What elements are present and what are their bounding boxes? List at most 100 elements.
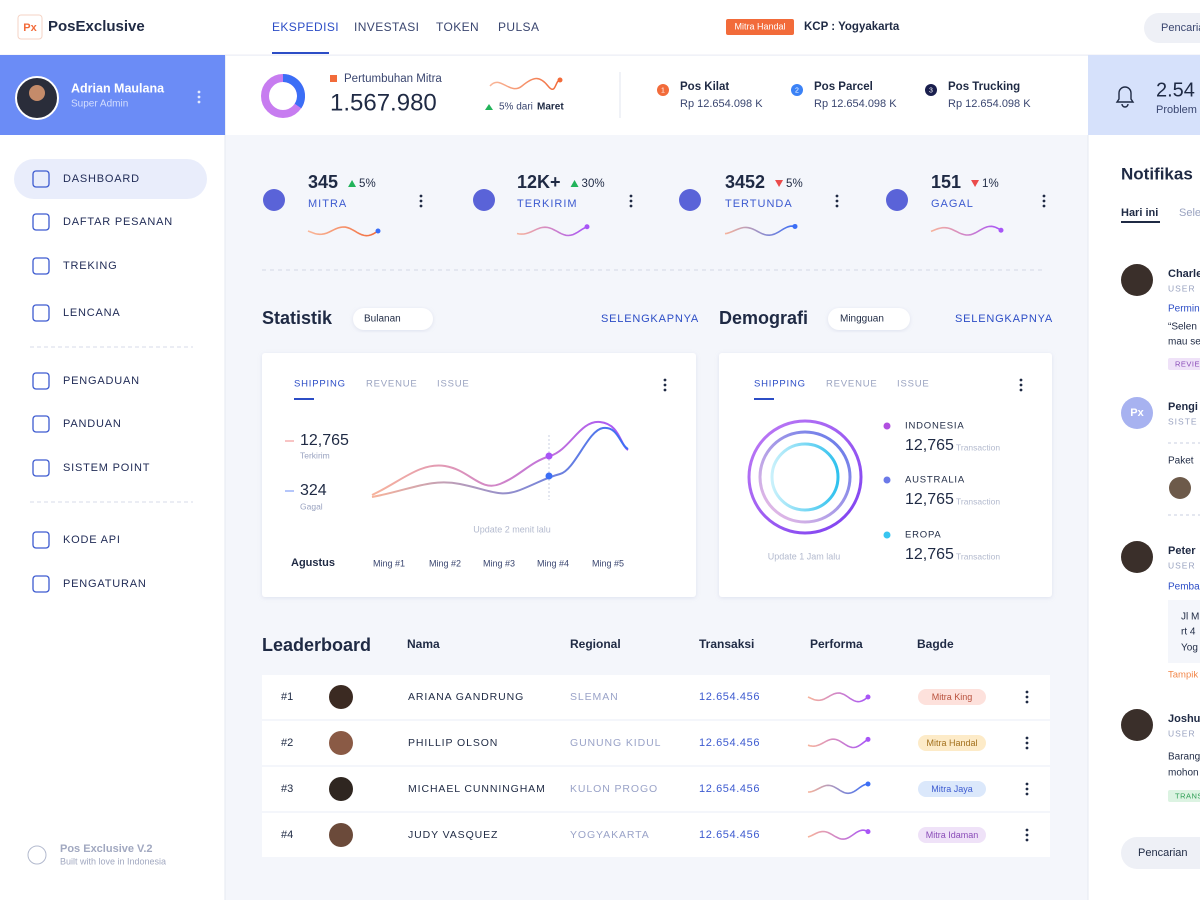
- region-name: AUSTRALIA: [905, 475, 965, 486]
- sparkline: [807, 692, 869, 703]
- tab[interactable]: ISSUE: [437, 379, 470, 390]
- menu-item[interactable]: PENGATURAN: [63, 578, 147, 590]
- more-button[interactable]: [1025, 787, 1029, 791]
- more-button[interactable]: [1025, 828, 1029, 832]
- summary-period: Maret: [537, 102, 564, 113]
- more-button[interactable]: [1025, 690, 1029, 694]
- alert-value: 2.54: [1156, 79, 1195, 101]
- nav-item[interactable]: EKSPEDISI: [272, 20, 339, 34]
- stat-icon: [473, 189, 495, 211]
- more-button[interactable]: [1025, 838, 1029, 842]
- link[interactable]: Tampik: [1168, 670, 1198, 681]
- sparkline-dot: [375, 228, 381, 234]
- update-note: Update 2 menit lalu: [473, 524, 551, 534]
- menu-item[interactable]: PANDUAN: [63, 418, 122, 430]
- column-header: Nama: [407, 637, 440, 651]
- tab[interactable]: REVENUE: [826, 379, 878, 390]
- more-button[interactable]: [1042, 204, 1046, 208]
- region-value: 12,765: [905, 491, 954, 508]
- search-placeholder[interactable]: Pencaria: [1161, 22, 1200, 34]
- sparkline-dot: [792, 223, 798, 229]
- more-button[interactable]: [1042, 194, 1046, 198]
- menu-icon: [32, 459, 50, 477]
- tab[interactable]: REVENUE: [366, 379, 418, 390]
- sparkline: [807, 783, 869, 795]
- legend-label: Gagal: [300, 501, 323, 511]
- more-button[interactable]: [419, 204, 423, 208]
- more-button[interactable]: [1042, 199, 1046, 203]
- more-button[interactable]: [1019, 383, 1023, 387]
- badge-bg: [726, 19, 794, 35]
- more-button[interactable]: [663, 383, 667, 387]
- more-button[interactable]: [419, 199, 423, 203]
- menu-item[interactable]: DAFTAR PESANAN: [63, 216, 173, 228]
- more-button[interactable]: [663, 378, 667, 382]
- stat-icon: [679, 189, 701, 211]
- notification-name: Joshu: [1168, 713, 1200, 725]
- more-link[interactable]: SELENGKAPNYA: [955, 313, 1053, 325]
- avatar: [329, 731, 353, 755]
- tab[interactable]: SHIPPING: [294, 379, 346, 390]
- more-button[interactable]: [1025, 700, 1029, 704]
- region: SLEMAN: [570, 691, 619, 703]
- topbar: [0, 0, 1200, 55]
- legend-value: 324: [300, 482, 327, 499]
- more-link[interactable]: SELENGKAPNYA: [601, 313, 699, 325]
- filter-dropdown[interactable]: [353, 308, 433, 330]
- bell-icon[interactable]: [1115, 86, 1135, 108]
- search-box[interactable]: [1121, 837, 1200, 869]
- filter-label[interactable]: Bulanan: [364, 314, 401, 325]
- more-button[interactable]: [1025, 833, 1029, 837]
- more-button[interactable]: [197, 95, 201, 99]
- more-button[interactable]: [629, 199, 633, 203]
- profile-name: Adrian Maulana: [71, 81, 165, 95]
- tab[interactable]: SHIPPING: [754, 379, 806, 390]
- filter-dropdown[interactable]: [828, 308, 910, 330]
- more-button[interactable]: [629, 204, 633, 208]
- more-button[interactable]: [1025, 736, 1029, 740]
- menu-item[interactable]: SISTEM POINT: [63, 462, 150, 474]
- menu-icon: [32, 372, 50, 390]
- filter-label[interactable]: Mingguan: [840, 314, 884, 325]
- menu-item[interactable]: PENGADUAN: [63, 375, 140, 387]
- nav-item[interactable]: PULSA: [498, 20, 539, 34]
- amount: 12.654.456: [699, 829, 760, 841]
- more-button[interactable]: [1025, 741, 1029, 745]
- more-button[interactable]: [663, 388, 667, 392]
- more-button[interactable]: [197, 90, 201, 94]
- stat-change: 5%: [786, 178, 803, 190]
- more-button[interactable]: [1025, 782, 1029, 786]
- menu-item[interactable]: LENCANA: [63, 307, 121, 319]
- column-header: Transaksi: [699, 637, 754, 651]
- nav-item[interactable]: TOKEN: [436, 20, 479, 34]
- more-button[interactable]: [1019, 378, 1023, 382]
- tab[interactable]: ISSUE: [897, 379, 930, 390]
- footer-title: Pos Exclusive V.2: [60, 843, 153, 855]
- more-button[interactable]: [1019, 388, 1023, 392]
- nav-item[interactable]: INVESTASI: [354, 20, 419, 34]
- more-button[interactable]: [629, 194, 633, 198]
- tab[interactable]: Sele: [1179, 207, 1200, 219]
- more-button[interactable]: [1025, 746, 1029, 750]
- stat-value: 151: [931, 172, 961, 192]
- menu-item[interactable]: KODE API: [63, 534, 121, 546]
- more-button[interactable]: [1025, 695, 1029, 699]
- more-button[interactable]: [197, 100, 201, 104]
- more-button[interactable]: [835, 199, 839, 203]
- more-button[interactable]: [1025, 792, 1029, 796]
- tab[interactable]: Hari ini: [1121, 207, 1158, 219]
- more-button[interactable]: [835, 204, 839, 208]
- more-button[interactable]: [835, 194, 839, 198]
- notification-role: USER: [1168, 728, 1196, 738]
- search-box[interactable]: [1144, 13, 1200, 43]
- notification-role: USER: [1168, 283, 1196, 293]
- notification-name: Charle: [1168, 268, 1200, 280]
- up-arrow: [348, 180, 357, 187]
- more-button[interactable]: [419, 194, 423, 198]
- notification-role: USER: [1168, 560, 1196, 570]
- menu-item[interactable]: TREKING: [63, 260, 118, 272]
- search-placeholder[interactable]: Pencarian: [1138, 847, 1188, 859]
- menu-item[interactable]: DASHBOARD: [63, 173, 140, 185]
- ring: [747, 419, 863, 535]
